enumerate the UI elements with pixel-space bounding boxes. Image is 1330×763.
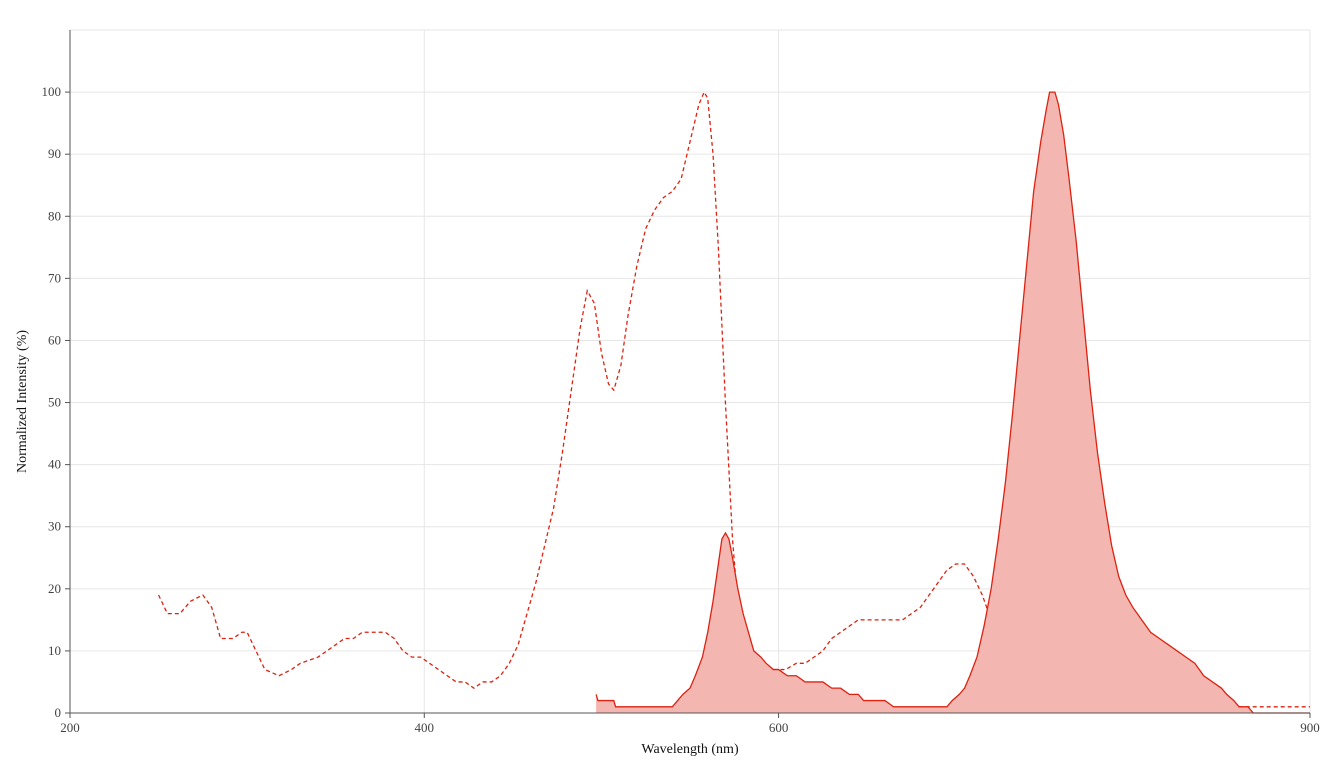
y-tick-label: 20	[48, 581, 61, 596]
x-tick-label: 400	[415, 720, 435, 735]
y-tick-label: 0	[55, 705, 62, 720]
gridlines	[70, 29, 1311, 713]
series-layer	[157, 90, 1310, 714]
y-tick-label: 50	[48, 395, 61, 410]
emission-line	[595, 91, 1310, 714]
x-tick-label: 600	[769, 720, 789, 735]
tick-labels: 0 10 20 30 40 50 60 70 80 90 100 200 400 600 900	[42, 84, 1320, 735]
y-tick-label: 100	[42, 84, 62, 99]
x-tick-label: 200	[60, 720, 80, 735]
y-tick-label: 90	[48, 146, 61, 161]
excitation-line	[157, 90, 1310, 708]
axes	[65, 30, 1311, 718]
y-axis-label: Normalized Intensity (%)	[15, 330, 30, 473]
y-tick-label: 40	[48, 457, 61, 472]
y-tick-label: 70	[48, 270, 61, 285]
y-tick-label: 10	[48, 643, 61, 658]
y-tick-label: 80	[48, 208, 61, 223]
y-tick-label: 30	[48, 519, 61, 534]
x-axis-label: Wavelength (nm)	[641, 742, 739, 757]
y-tick-label: 60	[48, 332, 61, 347]
x-tick-label: 900	[1300, 720, 1320, 735]
